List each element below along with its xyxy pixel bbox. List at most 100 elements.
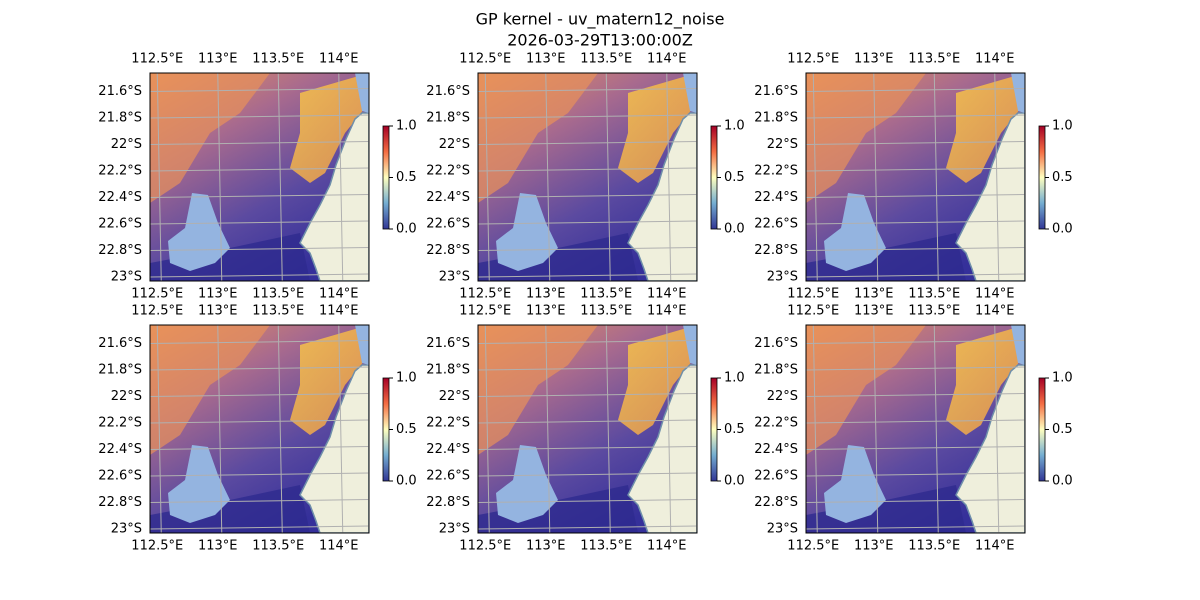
- grid-line: [873, 325, 879, 533]
- map-panel: 112.5°E 112.5°E 113°E 113°E 113.5°E 113.5°E 11…: [98, 304, 416, 554]
- grid-line: [806, 88, 1025, 93]
- x-tick-label: 114°E: [647, 304, 687, 319]
- grid-line: [806, 194, 1025, 199]
- x-tick-label: 112.5°E: [459, 287, 511, 302]
- x-tick-label: 114°E: [975, 287, 1015, 302]
- map-panel: 112.5°E 112.5°E 113°E 113°E 113.5°E 113.5°E 11…: [98, 52, 416, 302]
- axes-frame: [149, 72, 370, 282]
- x-tick-label: 113.5°E: [908, 304, 960, 319]
- grid-line: [806, 220, 1025, 225]
- x-tick-label: 112.5°E: [131, 304, 183, 319]
- grid-line: [150, 114, 369, 119]
- colorbar: [710, 125, 718, 230]
- x-tick-label: 112.5°E: [459, 539, 511, 554]
- x-tick-label: 113.5°E: [908, 539, 960, 554]
- grid-line: [478, 220, 697, 225]
- grid-line: [605, 73, 611, 281]
- grid-line: [277, 325, 283, 533]
- colorbar-tick-label: 0.5: [724, 170, 745, 185]
- land: [627, 112, 697, 281]
- x-tick-label: 114°E: [975, 304, 1015, 319]
- grid-line: [806, 366, 1025, 371]
- grid-line: [478, 247, 697, 252]
- x-tick-label: 113°E: [198, 287, 238, 302]
- axes-frame: [477, 72, 698, 282]
- x-tick-label: 113°E: [854, 52, 894, 67]
- grid-line: [812, 325, 818, 533]
- x-tick-label: 114°E: [647, 287, 687, 302]
- grid-line: [806, 525, 1025, 530]
- x-tick-label: 112.5°E: [787, 52, 839, 67]
- grid-line: [806, 273, 1025, 278]
- nodata: [168, 445, 230, 523]
- axes-frame: [805, 72, 1026, 282]
- y-tick-label: 22.2°S: [754, 416, 798, 431]
- y-tick-label: 22.4°S: [98, 190, 142, 205]
- nodata: [496, 193, 558, 271]
- y-tick-label: 22.6°S: [426, 469, 470, 484]
- grid-line: [806, 340, 1025, 345]
- y-tick-label: 22.2°S: [98, 164, 142, 179]
- y-tick-label: 22.6°S: [426, 217, 470, 232]
- grid-line: [873, 73, 879, 281]
- grid-line: [478, 141, 697, 146]
- grid-line: [806, 393, 1025, 398]
- y-tick-label: 22.6°S: [98, 469, 142, 484]
- x-tick-label: 114°E: [319, 52, 359, 67]
- y-tick-label: 22°S: [439, 137, 470, 152]
- land: [627, 364, 697, 533]
- grid-line: [545, 325, 551, 533]
- grid-line: [150, 419, 369, 424]
- x-tick-label: 113°E: [854, 287, 894, 302]
- y-tick-label: 22°S: [111, 137, 142, 152]
- colorbar-tick-label: 1.0: [1052, 371, 1073, 386]
- land: [299, 112, 369, 281]
- figure-subtitle: 2026-03-29T13:00:00Z: [507, 31, 693, 50]
- y-tick-label: 21.6°S: [426, 84, 470, 99]
- map-layer: [806, 325, 1025, 533]
- grid-line: [156, 325, 162, 533]
- colorbar: [382, 377, 390, 482]
- grid-line: [478, 393, 697, 398]
- colorbar-tick-label: 1.0: [724, 371, 745, 386]
- colorbar-tick-label: 0.0: [1052, 222, 1073, 237]
- x-tick-label: 112.5°E: [787, 539, 839, 554]
- nodata-corner: [1011, 325, 1025, 365]
- grid-line: [150, 525, 369, 530]
- grid-line: [806, 472, 1025, 477]
- x-tick-label: 113.5°E: [252, 304, 304, 319]
- y-tick-label: 21.6°S: [754, 336, 798, 351]
- grid-line: [806, 419, 1025, 424]
- warm-shelf: [618, 73, 697, 183]
- colorbar-tick-label: 0.0: [396, 474, 417, 489]
- y-tick-label: 21.8°S: [98, 363, 142, 378]
- x-tick-label: 114°E: [319, 287, 359, 302]
- grid-line: [478, 88, 697, 93]
- grid-line: [812, 73, 818, 281]
- grid-line: [150, 393, 369, 398]
- x-tick-label: 114°E: [319, 304, 359, 319]
- x-tick-label: 113.5°E: [580, 304, 632, 319]
- nodata: [496, 445, 558, 523]
- nodata-corner: [1011, 73, 1025, 113]
- y-tick-label: 21.8°S: [754, 363, 798, 378]
- y-tick-label: 21.6°S: [754, 84, 798, 99]
- y-tick-label: 21.6°S: [98, 336, 142, 351]
- x-tick-label: 113.5°E: [580, 539, 632, 554]
- x-tick-label: 113°E: [854, 539, 894, 554]
- x-tick-label: 114°E: [319, 539, 359, 554]
- y-tick-label: 22.6°S: [98, 217, 142, 232]
- grid-line: [933, 325, 939, 533]
- colorbar-tick-label: 0.0: [724, 474, 745, 489]
- nodata: [824, 445, 886, 523]
- nodata-corner: [355, 73, 369, 113]
- nodata: [168, 193, 230, 271]
- nodata-corner: [355, 325, 369, 365]
- grid-line: [994, 73, 1000, 281]
- x-tick-label: 113.5°E: [252, 287, 304, 302]
- grid-line: [806, 141, 1025, 146]
- grid-line: [478, 446, 697, 451]
- grid-line: [478, 114, 697, 119]
- map-panel: 112.5°E 112.5°E 113°E 113°E 113.5°E 113.5°E 11…: [426, 304, 744, 554]
- y-tick-label: 21.8°S: [426, 363, 470, 378]
